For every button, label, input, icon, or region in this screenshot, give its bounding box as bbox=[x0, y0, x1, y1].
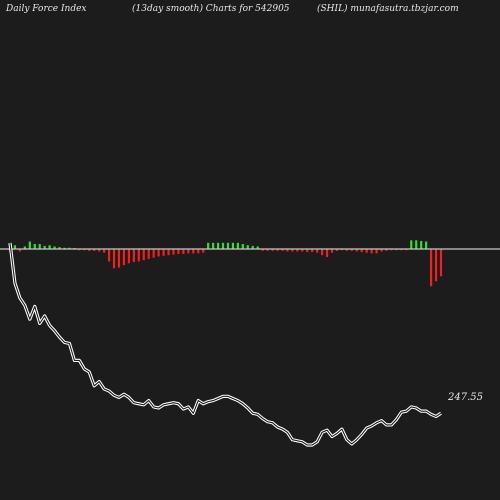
force-bar bbox=[266, 249, 269, 251]
force-bar bbox=[207, 242, 210, 249]
force-bar bbox=[405, 249, 408, 251]
force-bar bbox=[325, 249, 329, 258]
force-bar bbox=[157, 249, 160, 257]
force-bar bbox=[33, 244, 36, 249]
force-bar bbox=[251, 245, 254, 249]
price-line bbox=[8, 242, 442, 447]
force-bar bbox=[434, 249, 438, 282]
force-bar bbox=[162, 249, 165, 256]
force-bar bbox=[98, 249, 101, 252]
force-bar bbox=[261, 249, 264, 251]
force-bar bbox=[286, 249, 289, 252]
force-bar bbox=[58, 247, 61, 249]
force-bar bbox=[197, 249, 200, 254]
force-bar bbox=[38, 244, 41, 249]
force-bar bbox=[221, 242, 225, 249]
force-bar bbox=[83, 249, 86, 251]
force-bar bbox=[13, 245, 17, 249]
force-bar bbox=[410, 240, 413, 249]
force-bar bbox=[132, 249, 135, 263]
force-bar bbox=[226, 242, 230, 249]
force-bar bbox=[429, 249, 433, 287]
force-bar bbox=[202, 249, 205, 253]
force-bar bbox=[63, 247, 66, 249]
force-bar bbox=[400, 249, 403, 251]
force-bar bbox=[236, 242, 239, 249]
force-bar bbox=[365, 249, 368, 253]
force-bar bbox=[18, 249, 22, 252]
force-bar bbox=[246, 245, 249, 249]
force-bar bbox=[330, 249, 334, 253]
force-bar bbox=[137, 249, 140, 262]
force-bar bbox=[103, 249, 106, 253]
force-bar bbox=[147, 249, 150, 259]
force-bar bbox=[256, 246, 259, 249]
force-bar bbox=[117, 249, 121, 268]
force-bar bbox=[301, 249, 304, 252]
force-bar bbox=[216, 242, 220, 249]
force-bar bbox=[355, 249, 358, 252]
force-bar bbox=[142, 249, 145, 261]
force-bar bbox=[350, 249, 353, 251]
price-line-core bbox=[9, 242, 442, 446]
force-bar bbox=[231, 242, 235, 249]
force-bar bbox=[420, 240, 423, 249]
force-bar bbox=[88, 249, 91, 251]
force-bar bbox=[68, 247, 71, 249]
force-bar bbox=[276, 249, 279, 251]
force-bar bbox=[439, 249, 443, 277]
force-bar bbox=[311, 249, 314, 253]
force-bar bbox=[415, 240, 418, 249]
force-bar bbox=[23, 246, 26, 249]
force-bar bbox=[48, 245, 51, 249]
force-bar bbox=[53, 246, 56, 249]
force-bar bbox=[78, 249, 81, 251]
force-bar bbox=[385, 249, 388, 251]
force-bar bbox=[212, 242, 215, 249]
force-bar bbox=[281, 249, 284, 251]
force-bar bbox=[380, 249, 383, 252]
force-bar bbox=[241, 244, 244, 249]
force-bar bbox=[192, 249, 195, 254]
force-bar bbox=[112, 249, 116, 269]
force-bar bbox=[127, 249, 130, 264]
force-bar bbox=[340, 249, 344, 251]
chart-subtitle: (13day smooth) Charts for 542905 bbox=[132, 4, 290, 14]
force-bar bbox=[291, 249, 294, 252]
chart-source: (SHIL) munafasutra.tbzjar.com bbox=[317, 4, 459, 14]
force-bar bbox=[306, 249, 309, 253]
force-bar bbox=[43, 245, 46, 249]
force-bar bbox=[360, 249, 363, 253]
force-bar bbox=[370, 249, 373, 254]
force-bar bbox=[375, 249, 378, 254]
force-bar bbox=[187, 249, 190, 254]
force-bar bbox=[167, 249, 170, 256]
force-bar bbox=[335, 249, 339, 251]
force-bar bbox=[107, 249, 111, 262]
force-bar bbox=[182, 249, 185, 254]
force-bar bbox=[345, 249, 348, 251]
force-bar bbox=[390, 249, 393, 251]
force-bar bbox=[395, 249, 398, 251]
force-bar bbox=[316, 249, 319, 253]
price-line-group bbox=[8, 242, 442, 447]
force-bar bbox=[122, 249, 126, 266]
chart-title: Daily Force Index bbox=[6, 4, 87, 14]
force-bar bbox=[152, 249, 155, 258]
force-bar bbox=[93, 249, 96, 251]
force-bar bbox=[271, 249, 274, 251]
force-bar bbox=[321, 249, 324, 256]
force-bars bbox=[8, 240, 443, 287]
force-bar bbox=[172, 249, 175, 255]
force-bar bbox=[28, 241, 31, 249]
force-bar bbox=[425, 241, 428, 249]
force-bar bbox=[177, 249, 180, 254]
force-bar bbox=[296, 249, 299, 252]
last-value-label: 247.55 bbox=[447, 392, 483, 403]
